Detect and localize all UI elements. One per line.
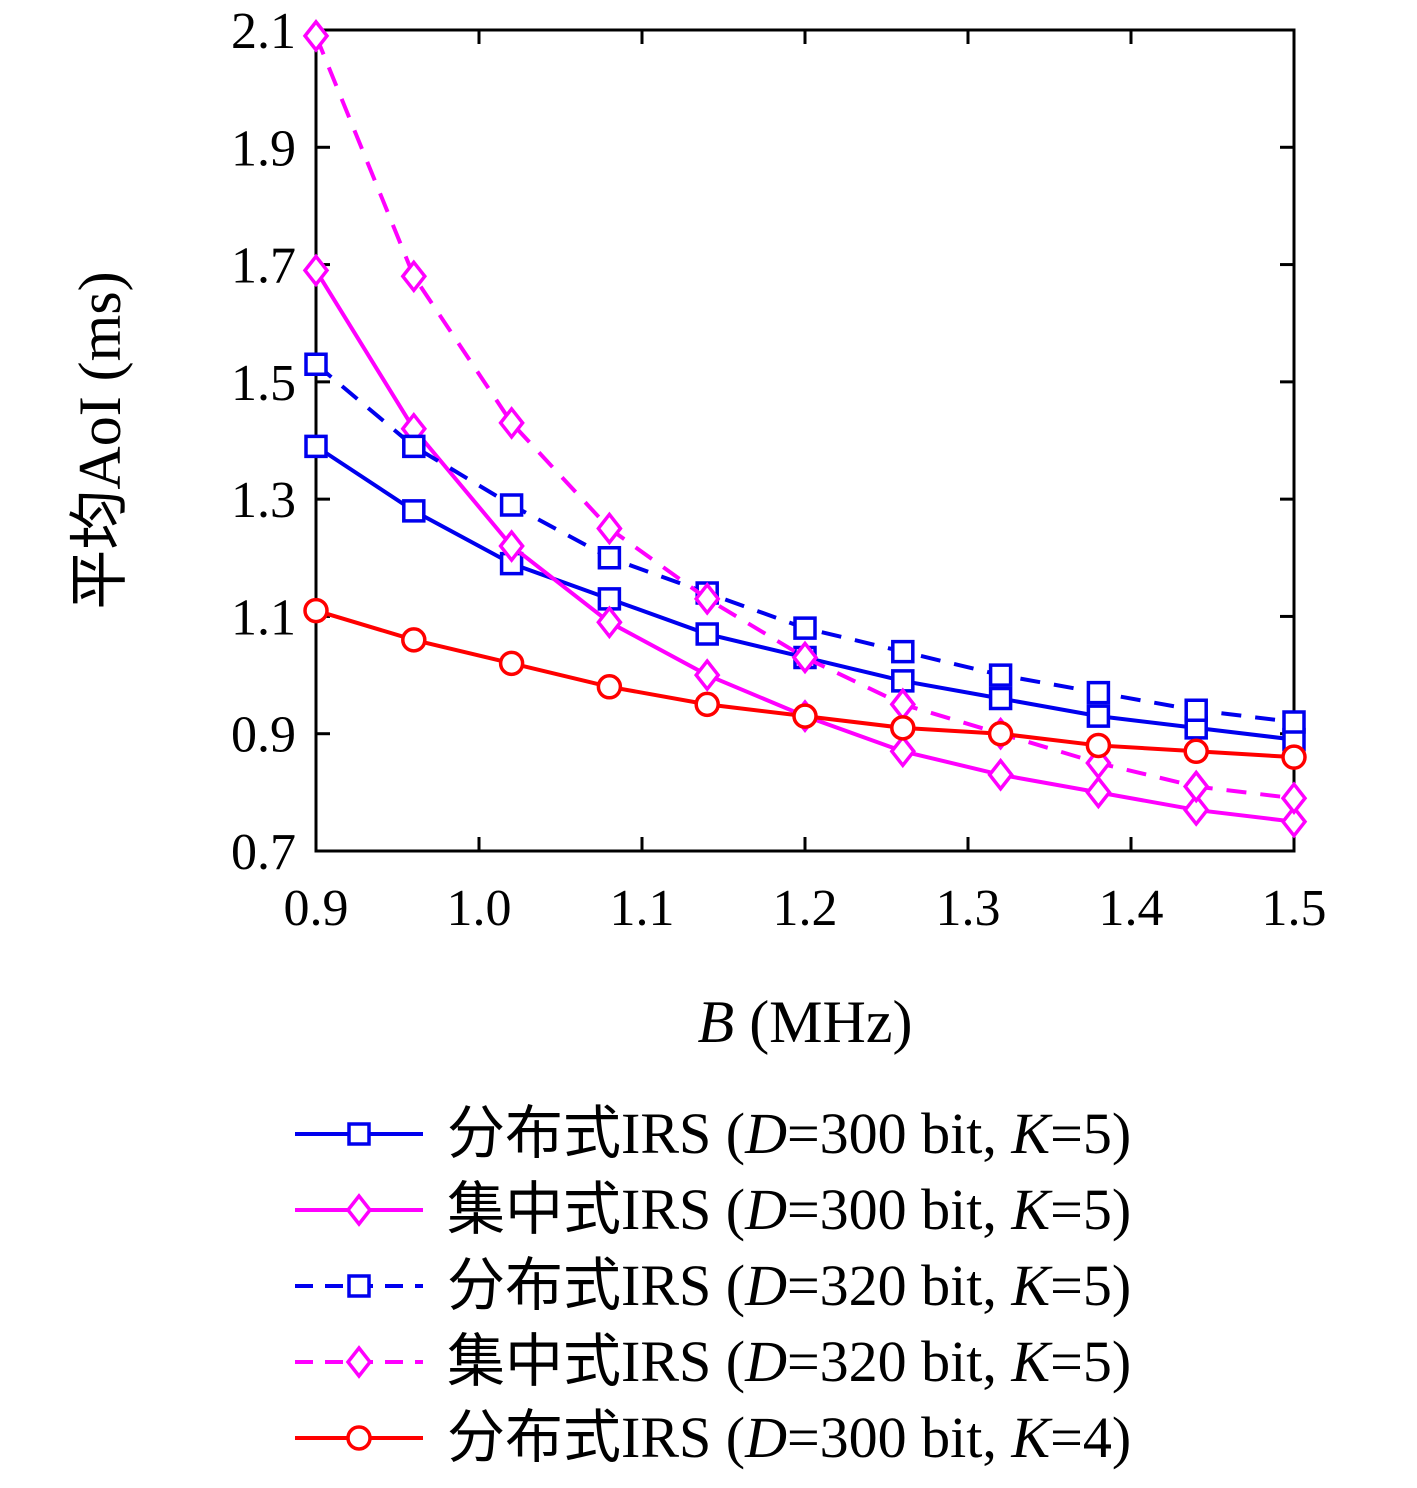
x-tick-label: 1.3 bbox=[936, 880, 1001, 937]
x-tick-label: 1.5 bbox=[1262, 880, 1327, 937]
diamond-marker bbox=[345, 1193, 373, 1227]
circle-marker bbox=[987, 720, 1014, 747]
diamond-marker bbox=[302, 253, 330, 288]
y-tick-label: 1.1 bbox=[231, 589, 296, 646]
square-marker bbox=[891, 639, 915, 664]
circle-marker bbox=[401, 627, 427, 653]
square-marker bbox=[347, 1274, 371, 1298]
legend-sample-square-solid bbox=[295, 1122, 423, 1146]
legend-label: 分布式IRS (D=300 bit, K=5) bbox=[447, 1101, 1132, 1166]
diamond-marker bbox=[596, 511, 623, 546]
legend-item: 分布式IRS (D=320 bit, K=5) bbox=[293, 1253, 1417, 1319]
diamond-marker bbox=[693, 582, 721, 616]
square-marker bbox=[304, 352, 328, 377]
legend: 分布式IRS (D=300 bit, K=5) 集中式IRS (D=300 bit… bbox=[0, 1101, 1417, 1471]
square-marker bbox=[1086, 704, 1111, 728]
circle-marker bbox=[346, 1425, 372, 1451]
diamond-marker bbox=[596, 605, 623, 640]
square-marker bbox=[402, 434, 426, 459]
circle-marker bbox=[596, 674, 623, 700]
x-axis-label: B (MHz) bbox=[698, 989, 913, 1055]
legend-label: 集中式IRS (D=300 bit, K=5) bbox=[447, 1177, 1132, 1242]
aoi-vs-bandwidth-chart: 0.9 1.0 1.1 1.2 1.3 1.4 1.50.70.91.11.31.51.71… bbox=[67, 3, 1327, 1055]
x-tick-label: 1.4 bbox=[1099, 880, 1164, 937]
square-marker bbox=[988, 663, 1013, 687]
y-tick-label: 1.5 bbox=[231, 355, 296, 412]
square-marker bbox=[1184, 698, 1208, 723]
diamond-marker bbox=[400, 259, 428, 294]
square-marker bbox=[891, 669, 915, 693]
square-marker bbox=[347, 1122, 371, 1146]
y-tick-label: 2.1 bbox=[231, 3, 296, 60]
square-marker bbox=[304, 434, 328, 459]
circle-marker bbox=[792, 703, 818, 729]
diamond-marker bbox=[791, 640, 819, 675]
legend-sample-circle-solid bbox=[295, 1425, 423, 1451]
legend-label: 分布式IRS (D=320 bit, K=5) bbox=[447, 1253, 1132, 1318]
circle-marker bbox=[498, 650, 525, 677]
diamond-marker bbox=[345, 1345, 373, 1379]
diamond-marker bbox=[1182, 793, 1210, 827]
x-tick-label: 1.1 bbox=[610, 880, 675, 937]
diamond-marker bbox=[1182, 769, 1210, 804]
circle-marker bbox=[694, 691, 720, 718]
series-line bbox=[314, 35, 1295, 801]
diamond-marker bbox=[987, 757, 1014, 792]
y-tick-label: 1.9 bbox=[231, 120, 296, 177]
legend-sample-square-dashed bbox=[295, 1274, 423, 1298]
legend-item: 分布式IRS (D=300 bit, K=5) bbox=[293, 1101, 1417, 1167]
y-tick-label: 1.7 bbox=[231, 238, 296, 295]
square-marker bbox=[793, 616, 817, 640]
legend-item: 分布式IRS (D=300 bit, K=4) bbox=[293, 1405, 1417, 1471]
diamond-marker bbox=[1280, 781, 1308, 816]
x-tick-label: 1.0 bbox=[447, 880, 512, 937]
square-marker bbox=[597, 546, 622, 570]
legend-sample-diamond-dashed bbox=[295, 1345, 423, 1379]
diamond-marker bbox=[889, 687, 917, 722]
circle-marker bbox=[1281, 744, 1307, 770]
legend-label: 分布式IRS (D=300 bit, K=4) bbox=[447, 1405, 1132, 1470]
square-marker bbox=[499, 493, 524, 517]
diamond-marker bbox=[1085, 775, 1112, 810]
y-tick-label: 0.9 bbox=[231, 707, 296, 764]
legend-sample-diamond-solid bbox=[295, 1193, 423, 1227]
diamond-marker bbox=[498, 529, 525, 563]
square-marker bbox=[1282, 710, 1306, 734]
x-tick-label: 1.2 bbox=[773, 880, 838, 937]
square-marker bbox=[1086, 680, 1111, 705]
y-tick-label: 1.3 bbox=[231, 472, 296, 529]
square-marker bbox=[597, 587, 622, 611]
square-marker bbox=[988, 686, 1013, 711]
circle-marker bbox=[303, 597, 329, 624]
diamond-marker bbox=[498, 406, 525, 440]
legend-item: 集中式IRS (D=300 bit, K=5) bbox=[293, 1177, 1417, 1243]
legend-item: 集中式IRS (D=320 bit, K=5) bbox=[293, 1329, 1417, 1395]
circle-marker bbox=[890, 715, 916, 741]
circle-marker bbox=[1183, 738, 1209, 765]
diamond-marker bbox=[889, 734, 917, 769]
square-marker bbox=[695, 622, 719, 646]
x-tick-label: 0.9 bbox=[284, 880, 349, 937]
diamond-marker bbox=[693, 658, 721, 692]
y-axis-label: 平均AoI (ms) bbox=[67, 271, 133, 609]
diamond-marker bbox=[1280, 804, 1308, 839]
diamond-marker bbox=[302, 19, 330, 53]
square-marker bbox=[402, 499, 426, 523]
legend-label: 集中式IRS (D=320 bit, K=5) bbox=[447, 1329, 1132, 1394]
circle-marker bbox=[1085, 732, 1112, 759]
y-tick-label: 0.7 bbox=[231, 824, 296, 881]
